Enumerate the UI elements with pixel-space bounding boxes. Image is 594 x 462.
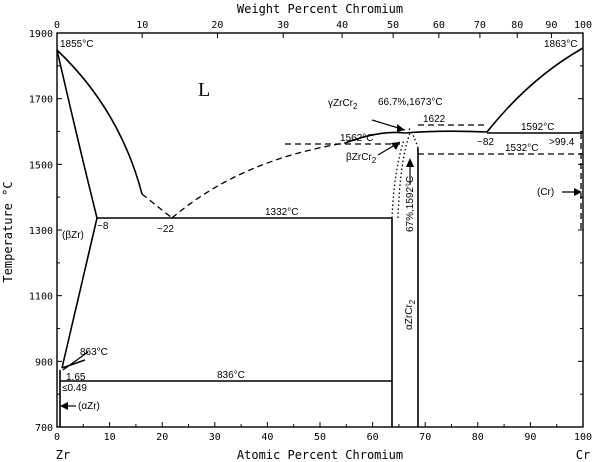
top-tick-label: 90 [545, 20, 557, 31]
label-beta-zr: (βZr) [62, 230, 84, 241]
top-tick-label: 100 [574, 20, 592, 31]
liquidus-gamma [344, 131, 406, 144]
phase-boundaries [56, 47, 584, 427]
top-tick-label: 30 [277, 20, 289, 31]
bottom-tick-label: 70 [419, 432, 431, 443]
liquidus-dashed-eutectic [141, 193, 173, 219]
bottom-tick-label: 60 [367, 432, 379, 443]
bottom-tick-label: 0 [54, 432, 60, 443]
label-alpha-phase: αZrCr2 [404, 299, 417, 330]
bottom-tick-label: 20 [156, 432, 168, 443]
dotted-left [391, 139, 405, 219]
top-tick-label: 80 [511, 20, 523, 31]
liquidus-zr-side [56, 49, 143, 195]
dotted-right [407, 126, 419, 149]
bottom-tick-label: 40 [261, 432, 273, 443]
label-c22: ~22 [157, 224, 174, 235]
bottom-tick-label: 50 [314, 432, 326, 443]
dotted-boundaries [391, 126, 419, 219]
label-cr-melt: 1863°C [544, 39, 577, 50]
label-alpha-point: 67%,1592°C [405, 176, 416, 232]
bottom-axis-title: Atomic Percent Chromium [237, 448, 403, 462]
liquidus-dashed-gamma [171, 142, 346, 219]
left-tick-label: 900 [35, 357, 53, 368]
axis-ticks: 0 10 20 30 40 50 60 70 80 90 100 0 10 20 30 40 50 60 70 80 9… [29, 20, 592, 443]
label-cr-phase: (Cr) [537, 187, 554, 198]
label-liquid: L [198, 79, 210, 101]
label-c99: >99.4 [549, 137, 575, 148]
label-1592: 1592°C [521, 122, 554, 133]
label-1562: 1562°C [340, 133, 373, 144]
arrowhead-alpha-point [406, 158, 414, 167]
bottom-tick-label: 10 [104, 432, 116, 443]
plot-frame [56, 32, 584, 428]
top-tick-label: 0 [54, 20, 60, 31]
label-gamma-point: 66.7%,1673°C [378, 97, 443, 108]
left-tick-label: 1100 [29, 292, 53, 303]
label-alpha-zr: (αZr) [78, 401, 100, 412]
left-tick-label: 1500 [29, 160, 53, 171]
label-1332: 1332°C [265, 207, 298, 218]
top-tick-label: 70 [474, 20, 486, 31]
dashed-boundaries [141, 124, 583, 230]
top-axis-title: Weight Percent Chromium [237, 2, 403, 16]
bottom-tick-label: 100 [574, 432, 592, 443]
right-element-label: Cr [576, 448, 590, 462]
label-1622: 1622 [423, 114, 446, 125]
top-tick-label: 40 [336, 20, 348, 31]
top-tick-label: 60 [433, 20, 445, 31]
label-836: 836°C [217, 370, 245, 381]
solidus-zr-side [56, 49, 98, 219]
beta-zr-solvus [61, 217, 98, 369]
arrowhead-beta [391, 142, 400, 150]
left-tick-label: 1300 [29, 226, 53, 237]
left-tick-label: 1700 [29, 95, 53, 106]
label-gamma-phase: γZrCr2 [328, 98, 358, 111]
label-c8: ~8 [97, 221, 109, 232]
left-tick-label: 1900 [29, 29, 53, 40]
gamma-dome [404, 130, 488, 134]
bottom-tick-label: 30 [209, 432, 221, 443]
arrowhead-alpha-zr [60, 402, 68, 410]
top-tick-label: 20 [211, 20, 223, 31]
top-tick-label: 50 [387, 20, 399, 31]
label-863: 863°C [80, 347, 108, 358]
left-element-label: Zr [56, 448, 70, 462]
label-zr-melt: 1855°C [60, 39, 93, 50]
bottom-tick-label: 90 [524, 432, 536, 443]
arrows [60, 119, 582, 410]
alpha-zr-solvus-b [61, 359, 86, 369]
left-axis-title: Temperature °C [1, 181, 15, 282]
label-1532: 1532°C [505, 143, 538, 154]
label-beta-phase: βZrCr2 [346, 152, 377, 165]
left-tick-label: 700 [35, 423, 53, 434]
arrow-863 [62, 351, 89, 371]
liquidus-cr-side [486, 47, 584, 133]
bottom-tick-label: 80 [472, 432, 484, 443]
label-c049: ≤0.49 [62, 383, 87, 394]
label-c82: ~82 [477, 137, 494, 148]
arrowhead-gamma [397, 124, 405, 132]
label-c165: 1.65 [66, 372, 86, 383]
top-tick-label: 10 [136, 20, 148, 31]
arrowhead-cr [574, 188, 582, 196]
